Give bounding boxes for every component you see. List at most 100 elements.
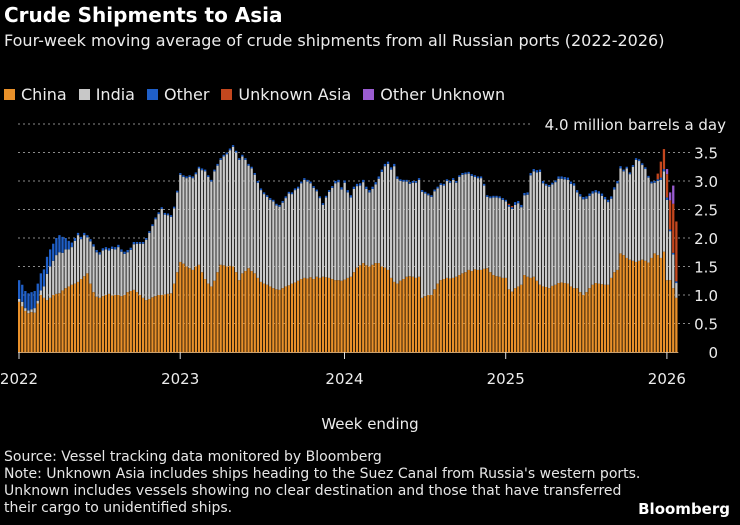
bar-other <box>523 192 526 196</box>
bar-other <box>151 224 154 227</box>
bar-india <box>67 249 70 287</box>
bar-india <box>467 173 470 270</box>
y-tick-label: 3.0 <box>694 173 718 191</box>
bar-other <box>92 244 95 247</box>
bar-other <box>417 178 421 180</box>
bar-china <box>634 261 638 352</box>
bloomberg-logo: Bloomberg <box>638 500 730 518</box>
bar-other <box>526 192 529 195</box>
bar-china <box>563 283 566 352</box>
bar-china <box>538 284 542 352</box>
bar-other <box>405 179 408 182</box>
bar-china <box>284 286 287 352</box>
bar-other <box>315 189 318 192</box>
legend-label: Other <box>163 85 210 104</box>
bar-china <box>501 277 504 352</box>
bar-china <box>111 295 114 352</box>
bar-other <box>610 196 613 199</box>
bar-china <box>486 268 489 352</box>
bar-other <box>225 152 228 155</box>
bar-other <box>383 163 387 167</box>
bar-other <box>111 246 114 249</box>
bar-india <box>594 192 597 284</box>
bar-india <box>194 174 197 267</box>
bar-india <box>18 298 21 302</box>
bar-china <box>610 277 613 352</box>
bar-other <box>126 249 129 253</box>
bar-other <box>204 169 207 172</box>
bar-other <box>638 159 641 162</box>
bar-india <box>120 251 123 297</box>
bar-india <box>340 189 343 281</box>
bar-china <box>585 292 588 352</box>
bar-other <box>222 154 225 157</box>
bar-china <box>262 283 266 352</box>
bar-india <box>510 208 514 292</box>
bar-china <box>607 284 610 352</box>
bar-india <box>390 169 393 278</box>
bar-china <box>86 273 89 352</box>
bar-other <box>343 180 346 183</box>
bar-china <box>176 272 179 352</box>
bar-china <box>523 275 526 352</box>
bar-other <box>368 190 371 193</box>
bar-other <box>582 196 585 200</box>
bar-india <box>588 195 591 289</box>
bar-other <box>634 158 638 160</box>
bar-other <box>216 163 219 166</box>
bar-other <box>135 241 139 244</box>
bar-china <box>55 293 58 352</box>
bar-china <box>287 285 290 352</box>
bar-india <box>405 181 408 277</box>
bar-china <box>343 279 346 352</box>
bar-india <box>185 178 188 267</box>
bar-china <box>386 269 390 352</box>
bar-india <box>359 185 362 266</box>
bar-india <box>83 235 86 277</box>
bar-china <box>365 265 368 352</box>
bar-china <box>135 292 139 352</box>
bar-other <box>176 190 179 193</box>
bar-other <box>514 202 517 205</box>
bar-other <box>33 291 36 309</box>
bar-india <box>80 239 83 280</box>
bar-india <box>49 266 52 298</box>
bar-china <box>163 294 166 352</box>
bar-india <box>225 154 228 267</box>
bar-china <box>628 259 631 352</box>
bar-china <box>433 289 436 352</box>
bar-other <box>377 176 380 179</box>
bar-india <box>417 179 421 277</box>
bar-other <box>448 181 452 183</box>
bar-other <box>39 273 42 291</box>
bar-china <box>647 262 650 352</box>
bar-india <box>566 179 569 284</box>
bar-other <box>479 176 483 179</box>
bar-india <box>160 208 163 295</box>
bar-india <box>650 183 653 258</box>
bar-other <box>445 179 449 181</box>
bar-other <box>541 181 545 184</box>
bar-china <box>616 269 619 352</box>
bar-india <box>585 198 588 293</box>
bar-india <box>154 219 157 297</box>
bar-other <box>675 281 678 284</box>
bar-india <box>191 178 194 270</box>
bar-china <box>665 280 669 352</box>
bar-other <box>455 181 458 183</box>
bar-china <box>535 280 538 352</box>
bar-china <box>507 289 511 352</box>
bar-other <box>64 238 67 250</box>
bar-other <box>560 176 563 179</box>
bar-unknown-asia <box>665 174 669 198</box>
bar-india <box>281 202 284 289</box>
bar-other <box>266 195 269 197</box>
bar-china <box>411 276 414 352</box>
bar-india <box>600 195 604 285</box>
bar-other <box>421 190 424 192</box>
bar-india <box>557 178 560 284</box>
bar-china <box>309 277 312 352</box>
bar-other <box>169 215 173 217</box>
x-tick-label: 2025 <box>487 370 525 388</box>
bar-china <box>70 284 73 352</box>
